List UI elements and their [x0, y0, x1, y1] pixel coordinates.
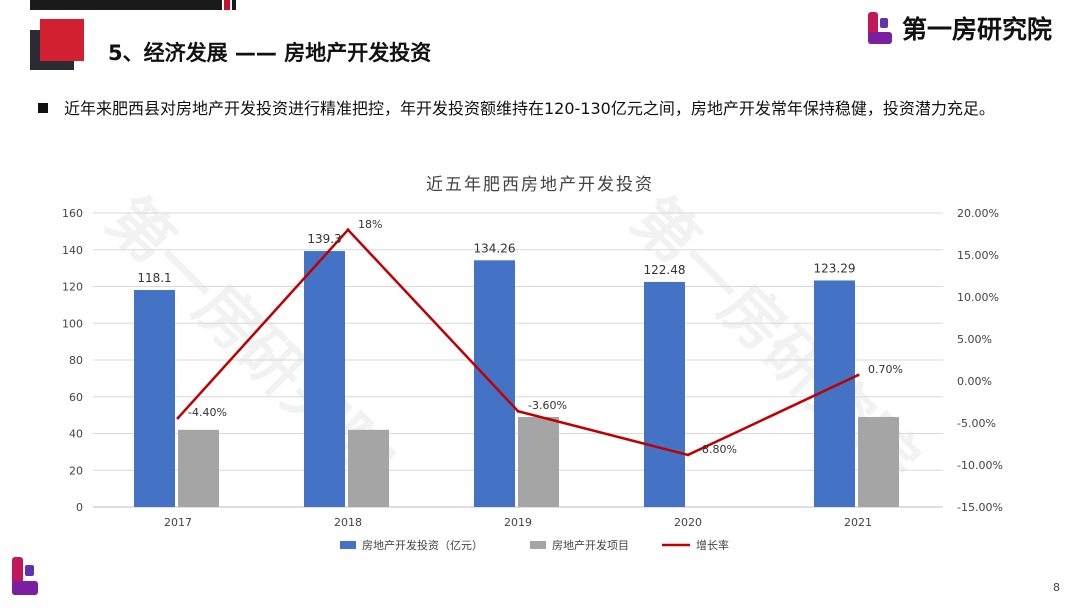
brand-header: 第一房研究院 [866, 10, 1052, 46]
x-tick-label: 2017 [164, 516, 192, 529]
left-tick-label: 80 [69, 354, 83, 367]
bar-value-label: 123.29 [814, 261, 856, 275]
top-decor-accent [224, 0, 230, 10]
bullet-square-icon [38, 103, 48, 113]
brand-name: 第一房研究院 [901, 15, 1052, 44]
bars [134, 251, 899, 507]
legend-label: 房地产开发项目 [552, 538, 629, 552]
x-tick-label: 2018 [334, 516, 362, 529]
growth-rate-label: -3.60% [528, 399, 567, 412]
left-tick-label: 60 [69, 391, 83, 404]
top-decor-bar [30, 0, 222, 10]
growth-rate-label: 18% [358, 218, 382, 231]
left-tick-label: 100 [62, 317, 83, 330]
corner-logo-icon [12, 557, 38, 595]
bar-value-label: 134.26 [474, 241, 516, 255]
bar [858, 416, 899, 507]
left-tick-label: 120 [62, 281, 83, 294]
right-axis: -15.00% -10.00% -5.00% 0.00% 5.00% 10.00% 15.0… [957, 207, 1003, 514]
right-tick-label: -5.00% [957, 417, 996, 430]
growth-line [176, 227, 860, 457]
bar [348, 429, 389, 507]
x-tick-label: 2021 [844, 516, 872, 529]
left-axis: 0 20 40 60 80 100 120 140 160 [62, 207, 83, 514]
legend-swatch [530, 541, 546, 549]
left-tick-label: 140 [62, 244, 83, 257]
bar [644, 281, 685, 507]
right-tick-label: 15.00% [957, 249, 999, 262]
legend-label: 房地产开发投资（亿元） [362, 538, 483, 552]
bar-value-label: 122.48 [644, 263, 686, 277]
growth-rate-label: -8.80% [698, 443, 737, 456]
left-tick-label: 0 [76, 501, 83, 514]
bar-value-label: 139.3 [307, 232, 341, 246]
bar [178, 429, 219, 507]
bar [474, 260, 515, 507]
left-tick-label: 20 [69, 464, 83, 477]
growth-rate-label: -4.40% [188, 406, 227, 419]
data-labels: 118.1 139.3 134.26 122.48 123.29 -4.40% 18% -3.… [137, 218, 903, 456]
growth-rate-point [516, 409, 520, 413]
growth-rate-point [176, 416, 180, 420]
chart-title: 近五年肥西房地产开发投资 [426, 175, 654, 195]
right-tick-label: 0.00% [957, 375, 992, 388]
right-tick-label: 10.00% [957, 291, 999, 304]
bar [304, 251, 345, 507]
legend: 房地产开发投资（亿元） 房地产开发项目 增长率 [340, 538, 729, 552]
growth-rate-label: 0.70% [868, 363, 903, 376]
x-tick-label: 2020 [674, 516, 702, 529]
growth-rate-point [856, 373, 860, 377]
brand-logo-icon [867, 12, 892, 44]
bullet-item: 近年来肥西县对房地产开发投资进行精准把控，年开发投资额维持在120-130亿元之… [38, 96, 1048, 122]
bar-value-label: 118.1 [137, 271, 171, 285]
growth-rate-point [346, 228, 350, 232]
bullet-text: 近年来肥西县对房地产开发投资进行精准把控，年开发投资额维持在120-130亿元之… [64, 99, 995, 118]
bar [518, 416, 559, 507]
bar [134, 289, 175, 507]
right-tick-label: -10.00% [957, 459, 1003, 472]
legend-swatch [340, 541, 356, 549]
left-tick-label: 40 [69, 428, 83, 441]
growth-rate-point [686, 453, 690, 457]
right-tick-label: 5.00% [957, 333, 992, 346]
page-number: 8 [1053, 581, 1060, 594]
right-tick-label: -15.00% [957, 501, 1003, 514]
top-decor-accent-dark [232, 0, 236, 10]
x-axis: 2017 2018 2019 2020 2021 [93, 506, 943, 529]
left-tick-label: 160 [62, 207, 83, 220]
title-decor-red-block [40, 19, 84, 61]
slide-title: 5、经济发展 —— 房地产开发投资 [108, 41, 432, 65]
legend-label: 增长率 [696, 538, 729, 552]
right-tick-label: 20.00% [957, 207, 999, 220]
x-tick-label: 2019 [504, 516, 532, 529]
